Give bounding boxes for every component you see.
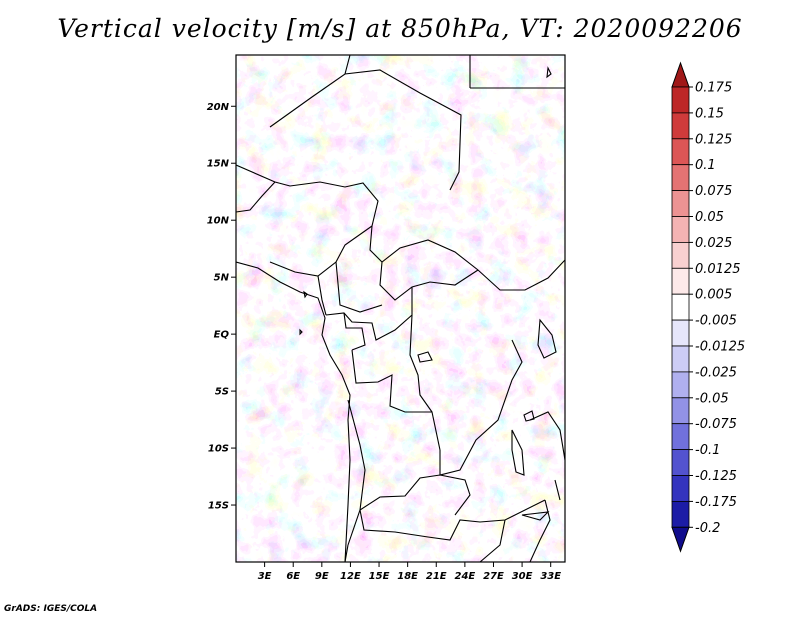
colorbar-segment bbox=[671, 267, 690, 295]
country-borders bbox=[236, 55, 565, 562]
lat-tick-label: EQ bbox=[214, 330, 230, 341]
colorbar-label: 0.0125 bbox=[695, 262, 741, 277]
colorbar-segment bbox=[671, 345, 690, 373]
lat-tick-label: 5S bbox=[215, 387, 229, 398]
colorbar-label: 0.075 bbox=[695, 184, 732, 199]
colorbar-bottom-arrow bbox=[671, 526, 690, 553]
lon-tick-label: 9E bbox=[315, 571, 329, 582]
colorbar-segment bbox=[671, 86, 690, 114]
colorbar: 0.175 0.15 0.125 0.1 0.075 0.05 0.025 0.0125 0.0… bbox=[671, 61, 745, 553]
colorbar-segment bbox=[671, 138, 690, 166]
colorbar-segment bbox=[671, 371, 690, 399]
lat-tick-label: 15N bbox=[207, 159, 230, 170]
lon-tick-label: 18E bbox=[397, 571, 418, 582]
colorbar-label: 0.1 bbox=[695, 158, 716, 173]
colorbar-segment bbox=[671, 500, 690, 528]
colorbar-segment bbox=[671, 423, 690, 451]
colorbar-segment bbox=[671, 112, 690, 140]
colorbar-label: -0.175 bbox=[695, 495, 737, 510]
colorbar-label: -0.05 bbox=[695, 391, 729, 406]
plot-frame bbox=[235, 54, 566, 563]
coastline bbox=[236, 66, 557, 562]
lat-tick-label: 5N bbox=[214, 273, 230, 284]
colorbar-top-arrow bbox=[671, 61, 690, 88]
lat-tick-label: 10N bbox=[207, 216, 230, 227]
colorbar-label: 0.175 bbox=[695, 81, 732, 96]
lat-tick-label: 20N bbox=[207, 102, 230, 113]
colorbar-label: -0.2 bbox=[695, 521, 720, 536]
colorbar-label: -0.0125 bbox=[695, 340, 745, 355]
colorbar-segment bbox=[671, 241, 690, 269]
lon-tick-label: 33E bbox=[540, 571, 561, 582]
lon-tick-label: 15E bbox=[369, 571, 390, 582]
colorbar-segment bbox=[671, 449, 690, 476]
lon-tick-label: 27E bbox=[483, 571, 504, 582]
lon-tick-label: 6E bbox=[286, 571, 300, 582]
lon-tick-label: 3E bbox=[258, 571, 272, 582]
colorbar-label: 0.005 bbox=[695, 288, 732, 303]
colorbar-segment bbox=[671, 216, 690, 243]
colorbar-segment bbox=[671, 293, 690, 321]
colorbar-segment bbox=[671, 475, 690, 502]
lon-tick-label: 12E bbox=[340, 571, 361, 582]
colorbar-label: 0.125 bbox=[695, 132, 732, 147]
lon-tick-label: 30E bbox=[512, 571, 533, 582]
colorbar-label: -0.1 bbox=[695, 443, 720, 458]
colorbar-label: 0.15 bbox=[695, 106, 724, 121]
colorbar-segment bbox=[671, 397, 690, 425]
colorbar-segment bbox=[671, 319, 690, 347]
map-title: Vertical velocity [m/s] at 850hPa, VT: 2… bbox=[57, 14, 743, 43]
lon-tick-label: 24E bbox=[454, 571, 475, 582]
colorbar-label: 0.05 bbox=[695, 210, 724, 225]
colorbar-segment bbox=[671, 164, 690, 191]
lat-tick-label: 15S bbox=[208, 501, 229, 512]
colorbar-segment bbox=[671, 190, 690, 217]
lat-tick-label: 10S bbox=[208, 444, 229, 455]
credit-label: GrADS: IGES/COLA bbox=[4, 604, 98, 614]
colorbar-label: 0.025 bbox=[695, 236, 732, 251]
velocity-field bbox=[236, 55, 565, 562]
colorbar-label: -0.125 bbox=[695, 469, 737, 484]
colorbar-label: -0.075 bbox=[695, 417, 737, 432]
longitude-axis: 3E 6E 9E 12E 15E 18E 21E 24E 27E 30E 33E bbox=[258, 562, 561, 582]
latitude-axis: 20N 15N 10N 5N EQ 5S 10S 15S bbox=[207, 102, 236, 512]
colorbar-label: -0.005 bbox=[695, 314, 737, 329]
colorbar-label: -0.025 bbox=[695, 365, 737, 380]
lon-tick-label: 21E bbox=[426, 571, 447, 582]
